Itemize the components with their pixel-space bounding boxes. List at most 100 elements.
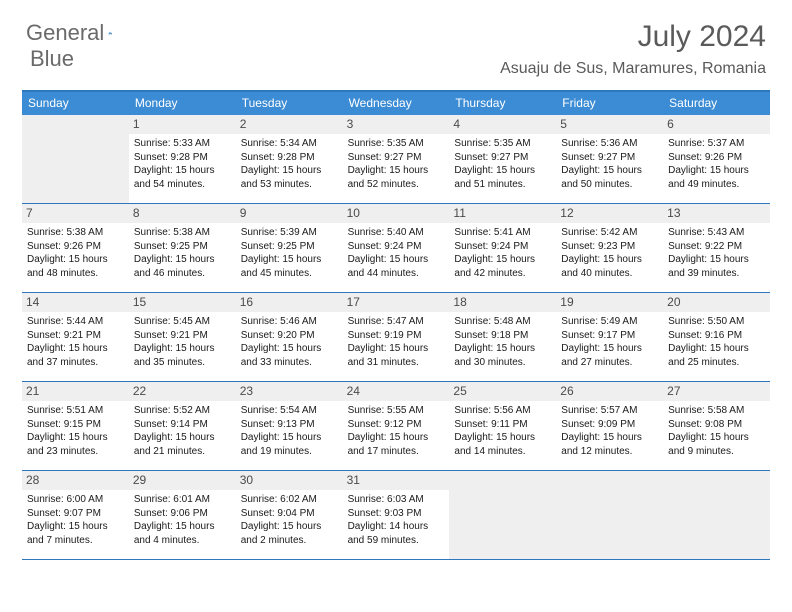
day-info: Sunrise: 5:40 AMSunset: 9:24 PMDaylight:…	[348, 226, 445, 280]
day-cell: 28 Sunrise: 6:00 AMSunset: 9:07 PMDayligh…	[22, 471, 129, 559]
week-row: 1Sunrise: 5:33 AMSunset: 9:28 PMDaylight…	[22, 115, 770, 204]
day-cell	[556, 471, 663, 559]
day-info: Sunrise: 5:38 AMSunset: 9:25 PMDaylight:…	[134, 226, 231, 280]
brand-word2: Blue	[30, 46, 74, 71]
day-number: 17	[343, 293, 450, 312]
day-number: 20	[663, 293, 770, 312]
day-info: Sunrise: 5:39 AMSunset: 9:25 PMDaylight:…	[241, 226, 338, 280]
day-number: 10	[343, 204, 450, 223]
day-number: 30	[236, 471, 343, 490]
day-number: 18	[449, 293, 556, 312]
dow-header: Sunday	[22, 92, 129, 115]
day-info: Sunrise: 5:46 AMSunset: 9:20 PMDaylight:…	[241, 315, 338, 369]
day-cell	[22, 115, 129, 203]
day-cell: 11 Sunrise: 5:41 AMSunset: 9:24 PMDayligh…	[449, 204, 556, 292]
day-number: 9	[236, 204, 343, 223]
day-number: 8	[129, 204, 236, 223]
dow-header: Thursday	[449, 92, 556, 115]
day-cell: 10 Sunrise: 5:40 AMSunset: 9:24 PMDayligh…	[343, 204, 450, 292]
day-info: Sunrise: 5:57 AMSunset: 9:09 PMDaylight:…	[561, 404, 658, 458]
day-number: 27	[663, 382, 770, 401]
dow-header: Friday	[556, 92, 663, 115]
day-number: 31	[343, 471, 450, 490]
day-info: Sunrise: 5:42 AMSunset: 9:23 PMDaylight:…	[561, 226, 658, 280]
day-cell: 14 Sunrise: 5:44 AMSunset: 9:21 PMDayligh…	[22, 293, 129, 381]
day-number: 6	[663, 115, 770, 134]
logo-sail-icon	[108, 24, 112, 42]
day-cell: 30Sunrise: 6:02 AMSunset: 9:04 PMDayligh…	[236, 471, 343, 559]
calendar: SundayMondayTuesdayWednesdayThursdayFrid…	[22, 90, 770, 560]
day-number: 26	[556, 382, 663, 401]
day-number: 12	[556, 204, 663, 223]
day-info: Sunrise: 5:43 AMSunset: 9:22 PMDaylight:…	[668, 226, 765, 280]
dow-header: Tuesday	[236, 92, 343, 115]
dow-header: Saturday	[663, 92, 770, 115]
day-info: Sunrise: 5:34 AMSunset: 9:28 PMDaylight:…	[241, 137, 338, 191]
day-number: 14	[22, 293, 129, 312]
day-number: 13	[663, 204, 770, 223]
day-number: 11	[449, 204, 556, 223]
day-info: Sunrise: 5:45 AMSunset: 9:21 PMDaylight:…	[134, 315, 231, 369]
day-number: 25	[449, 382, 556, 401]
day-number: 7	[22, 204, 129, 223]
day-info: Sunrise: 5:36 AMSunset: 9:27 PMDaylight:…	[561, 137, 658, 191]
day-cell: 9 Sunrise: 5:39 AMSunset: 9:25 PMDaylight…	[236, 204, 343, 292]
day-cell: 13 Sunrise: 5:43 AMSunset: 9:22 PMDayligh…	[663, 204, 770, 292]
day-number: 22	[129, 382, 236, 401]
day-cell: 25 Sunrise: 5:56 AMSunset: 9:11 PMDayligh…	[449, 382, 556, 470]
day-number: 23	[236, 382, 343, 401]
day-info: Sunrise: 6:01 AMSunset: 9:06 PMDaylight:…	[134, 493, 231, 547]
day-cell: 23 Sunrise: 5:54 AMSunset: 9:13 PMDayligh…	[236, 382, 343, 470]
day-info: Sunrise: 5:38 AMSunset: 9:26 PMDaylight:…	[27, 226, 124, 280]
day-cell: 18Sunrise: 5:48 AMSunset: 9:18 PMDayligh…	[449, 293, 556, 381]
day-info: Sunrise: 5:54 AMSunset: 9:13 PMDaylight:…	[241, 404, 338, 458]
day-cell: 3 Sunrise: 5:35 AMSunset: 9:27 PMDaylight…	[343, 115, 450, 203]
location-text: Asuaju de Sus, Maramures, Romania	[500, 60, 766, 78]
day-info: Sunrise: 5:56 AMSunset: 9:11 PMDaylight:…	[454, 404, 551, 458]
dow-header: Monday	[129, 92, 236, 115]
day-number: 16	[236, 293, 343, 312]
day-number: 28	[22, 471, 129, 490]
day-info: Sunrise: 5:52 AMSunset: 9:14 PMDaylight:…	[134, 404, 231, 458]
brand-word1: General	[26, 20, 104, 46]
day-info: Sunrise: 5:44 AMSunset: 9:21 PMDaylight:…	[27, 315, 124, 369]
title-block: July 2024 Asuaju de Sus, Maramures, Roma…	[500, 20, 766, 78]
day-info: Sunrise: 5:47 AMSunset: 9:19 PMDaylight:…	[348, 315, 445, 369]
brand-logo: General	[26, 20, 134, 46]
day-cell: 5 Sunrise: 5:36 AMSunset: 9:27 PMDaylight…	[556, 115, 663, 203]
day-cell: 20Sunrise: 5:50 AMSunset: 9:16 PMDayligh…	[663, 293, 770, 381]
week-row: 7 Sunrise: 5:38 AMSunset: 9:26 PMDaylight…	[22, 204, 770, 293]
day-info: Sunrise: 6:00 AMSunset: 9:07 PMDaylight:…	[27, 493, 124, 547]
day-cell: 8 Sunrise: 5:38 AMSunset: 9:25 PMDaylight…	[129, 204, 236, 292]
week-row: 28 Sunrise: 6:00 AMSunset: 9:07 PMDayligh…	[22, 471, 770, 560]
day-cell: 1Sunrise: 5:33 AMSunset: 9:28 PMDaylight…	[129, 115, 236, 203]
day-cell: 15Sunrise: 5:45 AMSunset: 9:21 PMDayligh…	[129, 293, 236, 381]
day-cell: 16 Sunrise: 5:46 AMSunset: 9:20 PMDayligh…	[236, 293, 343, 381]
day-cell: 2Sunrise: 5:34 AMSunset: 9:28 PMDaylight…	[236, 115, 343, 203]
day-cell: 12 Sunrise: 5:42 AMSunset: 9:23 PMDayligh…	[556, 204, 663, 292]
day-cell	[449, 471, 556, 559]
day-number: 1	[129, 115, 236, 134]
day-cell: 27Sunrise: 5:58 AMSunset: 9:08 PMDayligh…	[663, 382, 770, 470]
day-info: Sunrise: 5:41 AMSunset: 9:24 PMDaylight:…	[454, 226, 551, 280]
day-number: 5	[556, 115, 663, 134]
day-number: 3	[343, 115, 450, 134]
day-info: Sunrise: 5:35 AMSunset: 9:27 PMDaylight:…	[348, 137, 445, 191]
day-number: 24	[343, 382, 450, 401]
header: General July 2024 Asuaju de Sus, Maramur…	[0, 0, 792, 82]
dow-header: Wednesday	[343, 92, 450, 115]
day-cell: 24Sunrise: 5:55 AMSunset: 9:12 PMDayligh…	[343, 382, 450, 470]
day-cell: 29Sunrise: 6:01 AMSunset: 9:06 PMDayligh…	[129, 471, 236, 559]
day-cell: 31Sunrise: 6:03 AMSunset: 9:03 PMDayligh…	[343, 471, 450, 559]
day-info: Sunrise: 5:51 AMSunset: 9:15 PMDaylight:…	[27, 404, 124, 458]
dow-row: SundayMondayTuesdayWednesdayThursdayFrid…	[22, 92, 770, 115]
day-cell: 6Sunrise: 5:37 AMSunset: 9:26 PMDaylight…	[663, 115, 770, 203]
day-number: 4	[449, 115, 556, 134]
day-info: Sunrise: 5:49 AMSunset: 9:17 PMDaylight:…	[561, 315, 658, 369]
week-row: 14 Sunrise: 5:44 AMSunset: 9:21 PMDayligh…	[22, 293, 770, 382]
week-row: 21Sunrise: 5:51 AMSunset: 9:15 PMDayligh…	[22, 382, 770, 471]
day-cell: 7 Sunrise: 5:38 AMSunset: 9:26 PMDaylight…	[22, 204, 129, 292]
day-cell: 26 Sunrise: 5:57 AMSunset: 9:09 PMDayligh…	[556, 382, 663, 470]
day-cell: 17 Sunrise: 5:47 AMSunset: 9:19 PMDayligh…	[343, 293, 450, 381]
day-cell: 19Sunrise: 5:49 AMSunset: 9:17 PMDayligh…	[556, 293, 663, 381]
